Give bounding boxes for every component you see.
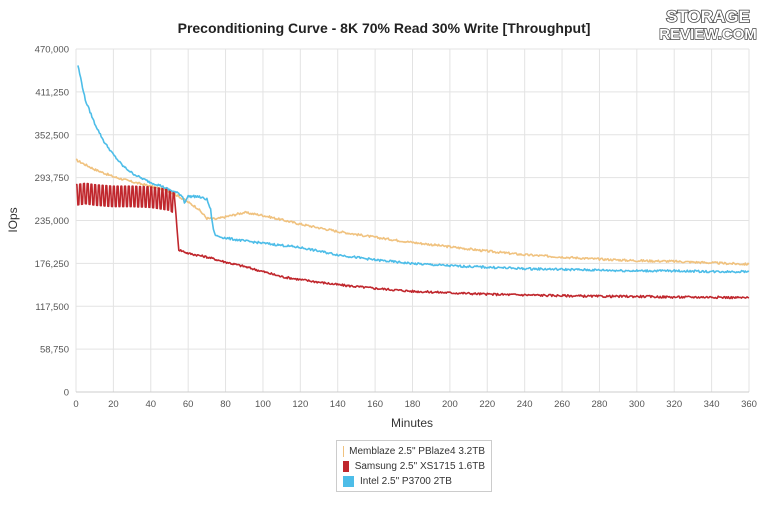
- x-tick-label: 280: [592, 399, 608, 410]
- x-tick-label: 180: [405, 399, 421, 410]
- logo-text-top: STORAGE: [666, 7, 750, 26]
- x-tick-label: 120: [292, 399, 308, 410]
- x-tick-label: 60: [183, 399, 194, 410]
- x-tick-label: 240: [517, 399, 533, 410]
- x-tick-label: 80: [220, 399, 231, 410]
- y-tick-label: 470,000: [35, 45, 69, 56]
- legend-item-samsung: Samsung 2.5" XS1715 1.6TB: [343, 459, 485, 474]
- x-axis-label: Minutes: [391, 416, 433, 430]
- legend-item-memblaze: Memblaze 2.5" PBlaze4 3.2TB: [343, 444, 485, 459]
- series-line-1: [75, 182, 750, 300]
- y-tick-label: 293,750: [35, 173, 69, 184]
- storagereview-logo: STORAGE REVIEW.COM: [656, 6, 760, 44]
- x-tick-label: 20: [108, 399, 119, 410]
- chart-title: Preconditioning Curve - 8K 70% Read 30% …: [178, 20, 591, 36]
- y-tick-label: 117,500: [35, 302, 69, 313]
- legend-swatch: [343, 476, 354, 487]
- y-axis-label: IOps: [6, 207, 20, 232]
- x-tick-label: 200: [442, 399, 458, 410]
- y-tick-label: 58,750: [40, 345, 69, 356]
- x-tick-label: 0: [73, 399, 78, 410]
- series-line-0: [75, 158, 750, 266]
- x-tick-label: 260: [554, 399, 570, 410]
- y-tick-label: 352,500: [35, 130, 69, 141]
- logo-graphic: STORAGE REVIEW.COM: [659, 6, 758, 44]
- axes: 0 58,750 117,500 176,250 235,000 293,750 352,5…: [35, 45, 757, 411]
- x-tick-label: 360: [741, 399, 757, 410]
- x-tick-label: 320: [666, 399, 682, 410]
- y-tick-label: 0: [64, 388, 69, 399]
- x-tick-label: 300: [629, 399, 645, 410]
- x-tick-label: 40: [145, 399, 156, 410]
- legend-label: Samsung 2.5" XS1715 1.6TB: [354, 461, 485, 472]
- legend-item-intel: Intel 2.5" P3700 2TB: [343, 474, 485, 489]
- legend-label: Intel 2.5" P3700 2TB: [360, 476, 452, 487]
- legend-swatch: [343, 461, 349, 472]
- x-tick-label: 140: [330, 399, 346, 410]
- y-tick-label: 176,250: [35, 259, 69, 270]
- legend-label: Memblaze 2.5" PBlaze4 3.2TB: [349, 446, 485, 457]
- x-tick-label: 340: [704, 399, 720, 410]
- y-tick-label: 411,250: [35, 87, 69, 98]
- series-line-2: [77, 65, 750, 274]
- logo-text-bottom: REVIEW.COM: [659, 26, 757, 42]
- chart-legend: Memblaze 2.5" PBlaze4 3.2TB Samsung 2.5"…: [336, 440, 492, 492]
- x-tick-label: 220: [479, 399, 495, 410]
- series-lines: [75, 65, 750, 300]
- x-tick-label: 160: [367, 399, 383, 410]
- y-tick-label: 235,000: [35, 216, 69, 227]
- x-tick-label: 100: [255, 399, 271, 410]
